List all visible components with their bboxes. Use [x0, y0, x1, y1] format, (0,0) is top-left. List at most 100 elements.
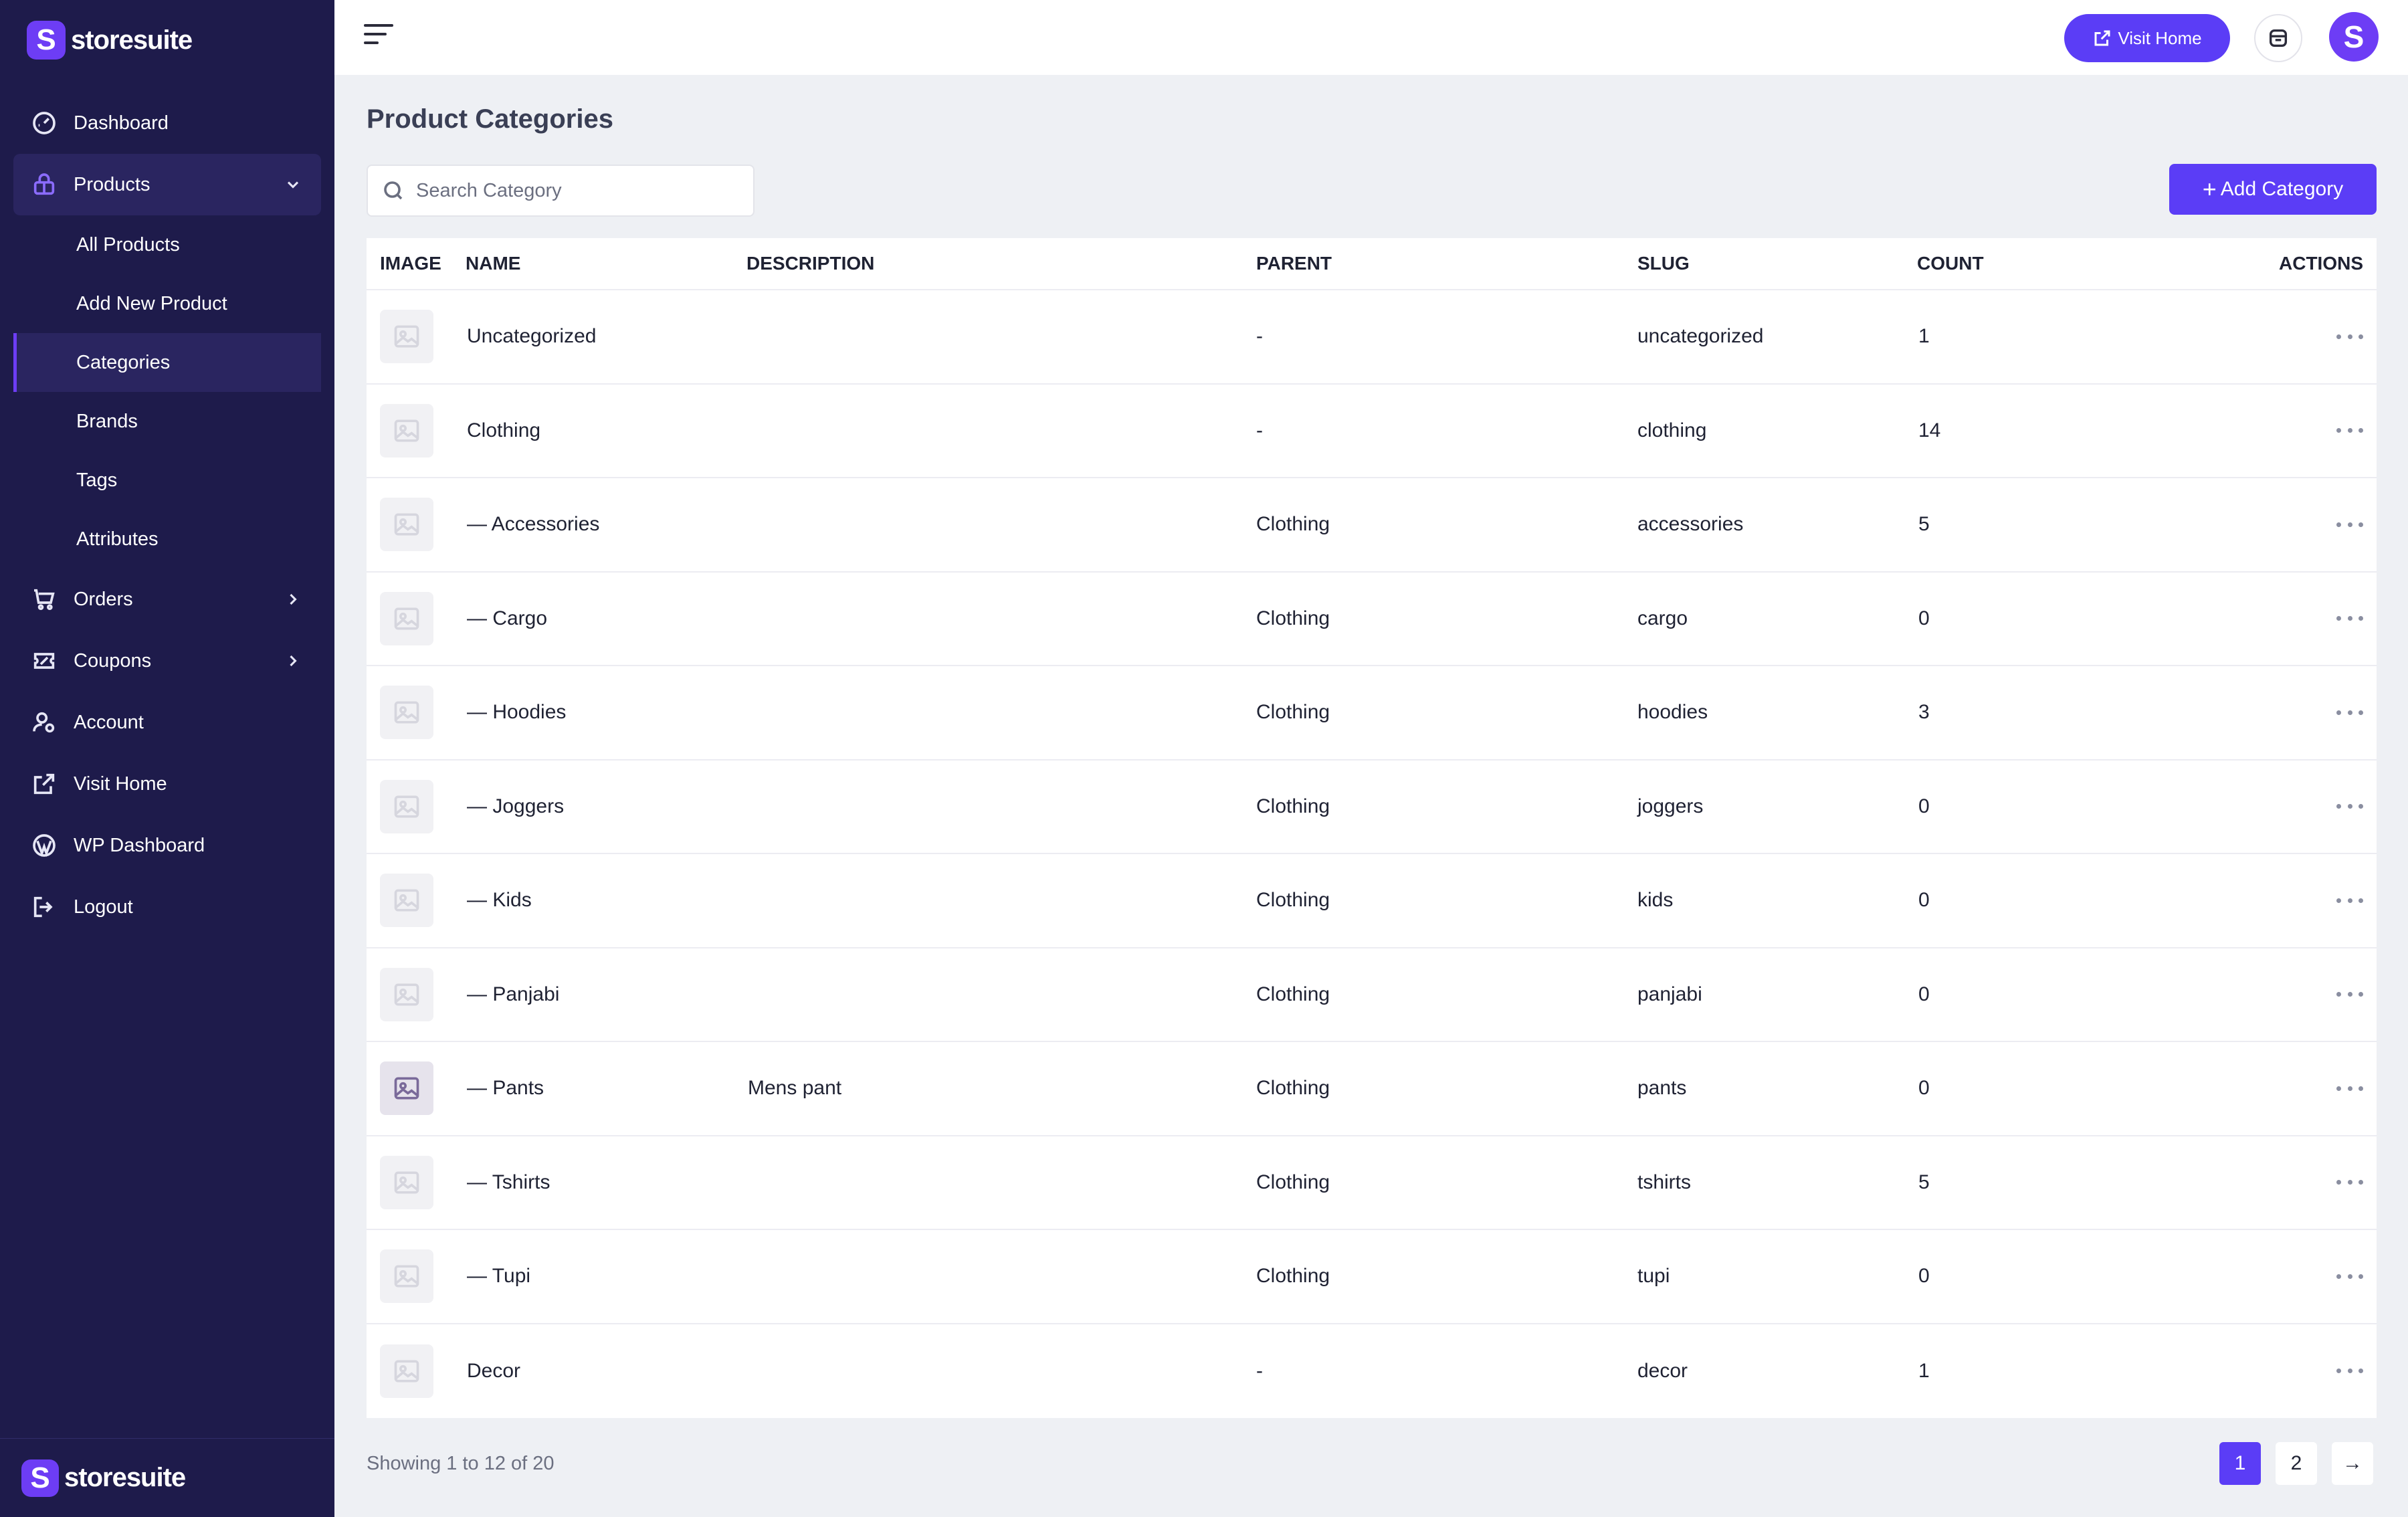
sidebar-item-account[interactable]: Account — [13, 692, 321, 753]
category-slug: panjabi — [1637, 983, 1702, 1005]
row-actions-menu-icon[interactable] — [2336, 1078, 2363, 1098]
plus-icon: + — [2202, 175, 2217, 203]
header-slug: SLUG — [1637, 253, 1690, 274]
row-actions-menu-icon[interactable] — [2336, 326, 2363, 346]
category-name[interactable]: — Hoodies — [467, 701, 567, 724]
page-button-1[interactable]: 1 — [2219, 1442, 2261, 1485]
sidebar-item-wp-dashboard[interactable]: WP Dashboard — [13, 815, 321, 876]
sidebar-item-visit-home[interactable]: Visit Home — [13, 753, 321, 815]
image-placeholder-icon — [380, 310, 433, 364]
table-row: Decor - decor 1 — [367, 1324, 2377, 1419]
category-parent: Clothing — [1256, 607, 1330, 629]
sidebar-item-logout[interactable]: Logout — [13, 876, 321, 938]
brand-name: storesuite — [71, 25, 193, 55]
category-name[interactable]: Uncategorized — [467, 325, 597, 348]
sidebar-item-products[interactable]: Products — [13, 154, 321, 215]
header-count: COUNT — [1917, 253, 1984, 274]
category-count: 3 — [1918, 701, 1930, 724]
row-actions-menu-icon[interactable] — [2336, 421, 2363, 441]
category-slug: joggers — [1637, 795, 1704, 817]
category-count: 0 — [1918, 1077, 1930, 1100]
category-image-cell — [380, 1155, 433, 1209]
brand-logo-icon: S — [27, 21, 66, 60]
table-row: — Accessories Clothing accessories 5 — [367, 478, 2377, 573]
category-name[interactable]: — Pants — [467, 1077, 544, 1100]
category-image-cell — [380, 967, 433, 1021]
category-slug: tshirts — [1637, 1171, 1692, 1193]
sidebar-item-dashboard[interactable]: Dashboard — [13, 92, 321, 154]
header-parent: PARENT — [1256, 253, 1332, 274]
visit-home-label: Visit Home — [2118, 27, 2202, 48]
category-image-cell — [380, 310, 433, 364]
category-parent: Clothing — [1256, 889, 1330, 912]
row-actions-menu-icon[interactable] — [2336, 1361, 2363, 1381]
header-name: NAME — [466, 253, 521, 274]
category-name[interactable]: Clothing — [467, 419, 541, 441]
category-name[interactable]: — Cargo — [467, 607, 548, 629]
category-count: 5 — [1918, 513, 1930, 536]
image-placeholder-icon — [380, 967, 433, 1021]
products-submenu: All Products Add New Product Categories … — [13, 215, 321, 569]
brand[interactable]: S storesuite — [27, 20, 193, 60]
add-category-button[interactable]: + Add Category — [2169, 164, 2377, 215]
category-parent: - — [1256, 419, 1263, 441]
sidebar-item-coupons[interactable]: Coupons — [13, 630, 321, 692]
row-actions-menu-icon[interactable] — [2336, 609, 2363, 629]
table-row: — Cargo Clothing cargo 0 — [367, 573, 2377, 666]
page-button-2[interactable]: 2 — [2276, 1442, 2317, 1485]
store-button[interactable] — [2254, 14, 2302, 62]
search-input[interactable] — [416, 179, 737, 202]
cart-icon — [29, 585, 59, 614]
sidebar-subitem-brands[interactable]: Brands — [76, 410, 138, 432]
table-header: IMAGE NAME DESCRIPTION PARENT SLUG COUNT… — [367, 238, 2377, 290]
category-image-cell — [380, 403, 433, 458]
row-actions-menu-icon[interactable] — [2336, 985, 2363, 1005]
image-placeholder-icon — [380, 403, 433, 458]
ticket-icon — [29, 646, 59, 676]
image-placeholder-icon — [380, 498, 433, 552]
row-actions-menu-icon[interactable] — [2336, 797, 2363, 817]
category-image-cell — [380, 1061, 433, 1116]
row-actions-menu-icon[interactable] — [2336, 890, 2363, 910]
sidebar-subitem-attributes[interactable]: Attributes — [76, 528, 159, 550]
search-icon — [384, 181, 403, 200]
category-image-cell — [380, 498, 433, 552]
row-actions-menu-icon[interactable] — [2336, 1173, 2363, 1193]
sidebar-subitem-all-products[interactable]: All Products — [76, 233, 180, 256]
category-image-cell — [380, 591, 433, 645]
next-page-button[interactable]: → — [2332, 1442, 2373, 1485]
category-name[interactable]: Decor — [467, 1359, 521, 1382]
topbar: Visit Home S — [334, 0, 2408, 75]
page-title: Product Categories — [367, 104, 613, 134]
avatar[interactable]: S — [2329, 12, 2379, 62]
table-row: — Kids Clothing kids 0 — [367, 854, 2377, 948]
table-row: Clothing - clothing 14 — [367, 385, 2377, 478]
sidebar-item-label: WP Dashboard — [74, 834, 205, 856]
category-name[interactable]: — Panjabi — [467, 983, 560, 1005]
row-actions-menu-icon[interactable] — [2336, 1266, 2363, 1286]
header-actions: ACTIONS — [2279, 253, 2363, 274]
category-name[interactable]: — Accessories — [467, 513, 600, 536]
category-name[interactable]: — Tshirts — [467, 1171, 550, 1193]
category-count: 14 — [1918, 419, 1941, 441]
table-row: — Hoodies Clothing hoodies 3 — [367, 666, 2377, 761]
sidebar-subitem-categories[interactable]: Categories — [13, 333, 321, 392]
sidebar-subitem-tags[interactable]: Tags — [76, 469, 118, 491]
row-actions-menu-icon[interactable] — [2336, 702, 2363, 722]
search-box — [367, 165, 755, 217]
visit-home-button[interactable]: Visit Home — [2064, 14, 2230, 62]
category-name[interactable]: — Tupi — [467, 1265, 531, 1288]
category-parent: Clothing — [1256, 1265, 1330, 1288]
category-name[interactable]: — Joggers — [467, 795, 565, 817]
category-parent: Clothing — [1256, 513, 1330, 536]
menu-toggle-icon[interactable] — [364, 24, 395, 51]
brand-name: storesuite — [64, 1463, 186, 1492]
row-actions-menu-icon[interactable] — [2336, 514, 2363, 534]
header-image: IMAGE — [380, 253, 441, 274]
image-placeholder-icon — [380, 686, 433, 740]
sidebar-item-label: Account — [74, 711, 144, 733]
sidebar-item-orders[interactable]: Orders — [13, 569, 321, 630]
category-name[interactable]: — Kids — [467, 889, 532, 912]
category-count: 5 — [1918, 1171, 1930, 1193]
sidebar-subitem-add-new-product[interactable]: Add New Product — [76, 292, 227, 314]
